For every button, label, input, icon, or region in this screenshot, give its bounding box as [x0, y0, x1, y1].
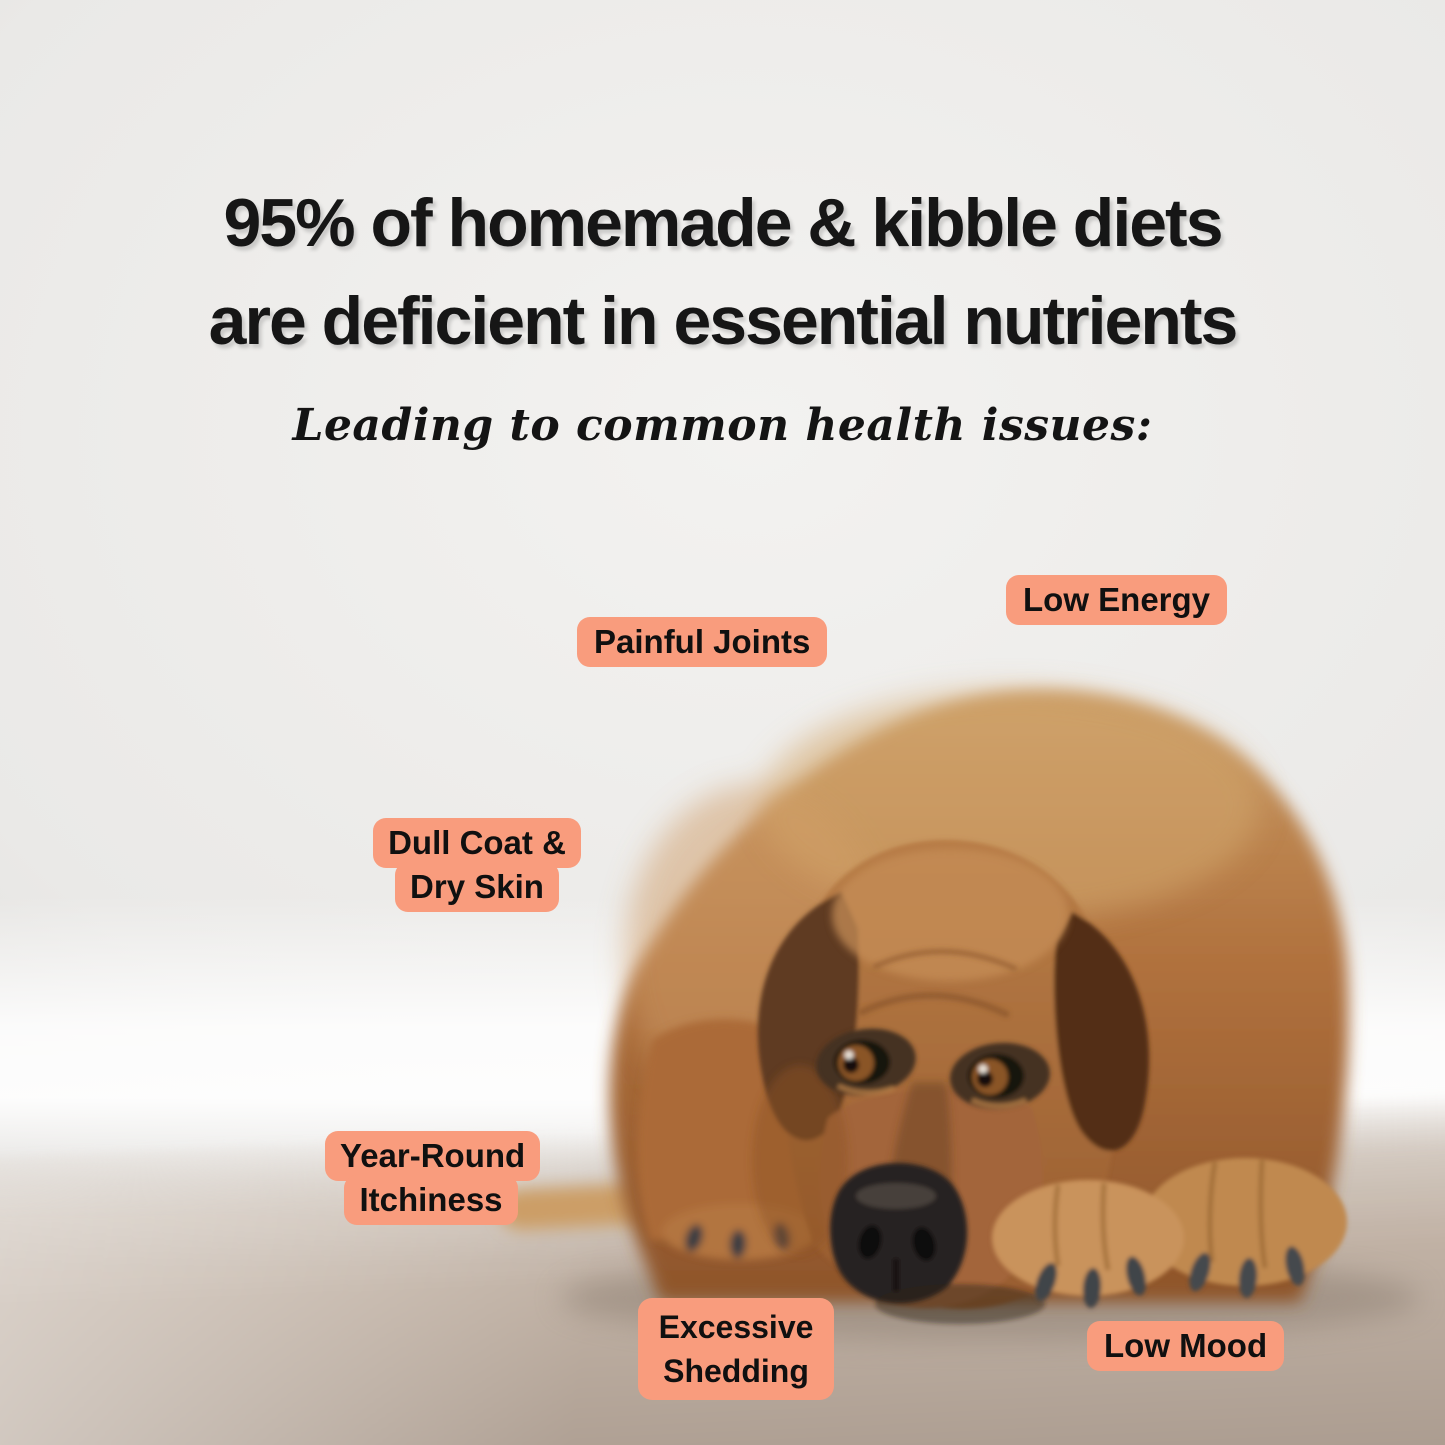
label-text: Excessive	[658, 1309, 814, 1345]
label-text: Low Mood	[1087, 1321, 1285, 1371]
label-year-round-itchiness: Year-Round Itchiness	[325, 1131, 541, 1225]
label-painful-joints: Painful Joints	[577, 617, 828, 667]
subheadline: Leading to common health issues:	[292, 400, 1153, 451]
page-title: 95% of homemade & kibble diets are defic…	[0, 174, 1445, 370]
headline-line-2: are deficient in essential nutrients	[208, 282, 1239, 359]
headline-line-1: 95% of homemade & kibble diets	[223, 184, 1223, 261]
right-ear	[1054, 912, 1150, 1151]
label-text: Year-Round	[325, 1131, 541, 1181]
label-text: Itchiness	[344, 1175, 518, 1225]
label-low-mood: Low Mood	[1087, 1321, 1285, 1371]
label-text: Dry Skin	[395, 862, 559, 912]
label-text: Dull Coat &	[373, 818, 581, 868]
front-paws	[992, 1158, 1347, 1308]
label-dull-coat-dry-skin: Dull Coat & Dry Skin	[347, 818, 607, 912]
face-features	[816, 948, 1050, 1324]
label-excessive-shedding: Excessive Shedding	[638, 1298, 834, 1400]
label-text: Painful Joints	[577, 617, 828, 667]
label-low-energy: Low Energy	[1006, 575, 1228, 625]
label-text: Shedding	[663, 1353, 809, 1389]
label-text: Low Energy	[1006, 575, 1228, 625]
